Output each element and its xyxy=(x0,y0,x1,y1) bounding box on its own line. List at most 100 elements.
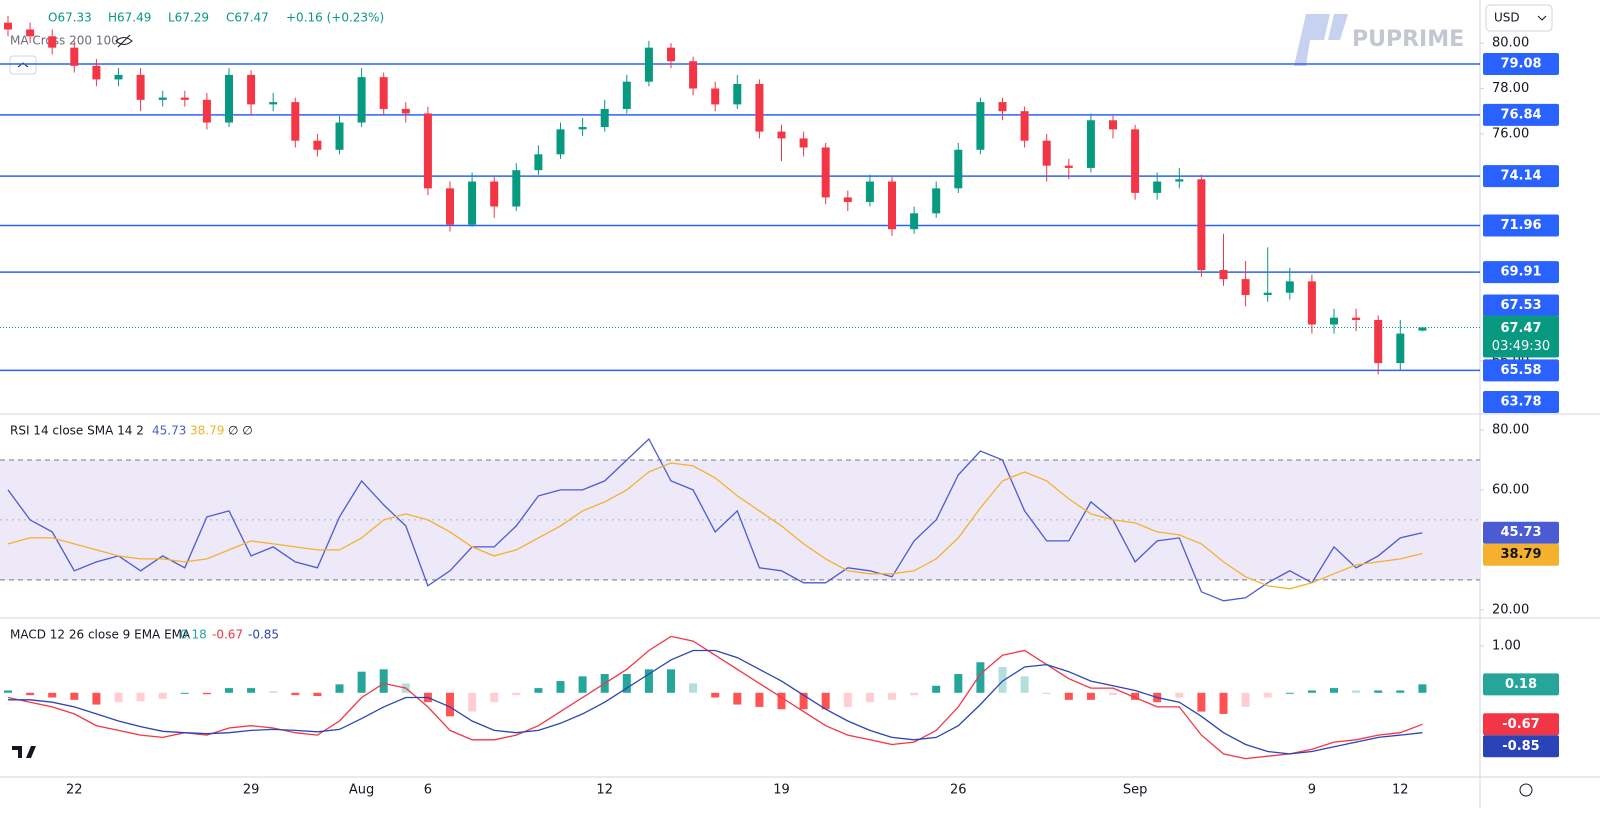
candle-body xyxy=(401,108,410,114)
rsi-line xyxy=(7,437,1423,602)
candle-body xyxy=(1197,179,1206,271)
histogram-bar xyxy=(976,662,985,693)
candle-body xyxy=(976,102,985,150)
candle-body xyxy=(4,22,12,30)
candle-body xyxy=(556,129,565,155)
candle-body xyxy=(1131,129,1140,193)
settings-icon[interactable] xyxy=(1519,783,1533,797)
histogram-bar xyxy=(1064,692,1073,700)
candle-body xyxy=(490,181,499,207)
candle-body xyxy=(114,74,123,80)
histogram-bar xyxy=(1042,692,1051,694)
candle-body xyxy=(998,102,1007,112)
last-price: 67.47 xyxy=(1500,321,1541,336)
histogram-bar xyxy=(1352,690,1361,693)
candle-body xyxy=(1064,165,1073,168)
histogram-bar xyxy=(755,692,764,707)
candle-body xyxy=(313,140,322,150)
histogram-bar xyxy=(865,692,874,703)
histogram-bar xyxy=(1263,692,1272,698)
rsi-legend: RSI 14 close SMA 14 2 45.73 38.79 ∅ ∅ xyxy=(10,424,253,438)
histogram-bar xyxy=(799,692,808,710)
collapse-button[interactable] xyxy=(9,55,37,75)
candle-body xyxy=(1086,120,1095,168)
histogram-bar xyxy=(622,674,631,693)
histogram-bar xyxy=(180,692,189,694)
x-tick-label: 29 xyxy=(243,783,260,798)
x-tick-label: 9 xyxy=(1308,783,1316,798)
candle-body xyxy=(600,108,609,128)
candle-body xyxy=(1219,270,1228,280)
candle-body xyxy=(578,127,587,130)
price-label-box xyxy=(1483,294,1559,317)
macd-hist-value: 0.18 xyxy=(180,628,207,642)
candle-body xyxy=(865,181,874,202)
histogram-bar xyxy=(269,691,278,693)
series-last-label: 45.73 xyxy=(1500,525,1541,540)
histogram-bar xyxy=(1109,692,1117,696)
series-last-label: -0.85 xyxy=(1502,739,1539,754)
brand-logo xyxy=(1294,14,1348,66)
currency-button[interactable] xyxy=(1485,4,1553,32)
y-tick-label: 80.00 xyxy=(1492,422,1529,437)
histogram-bar xyxy=(667,669,675,693)
histogram-bar xyxy=(48,692,57,698)
candle-body xyxy=(379,77,388,109)
eye-icon[interactable] xyxy=(115,34,133,48)
histogram-bar xyxy=(1175,692,1184,698)
candle-body xyxy=(180,97,189,100)
rsi-title: RSI 14 close SMA 14 2 xyxy=(10,424,144,438)
rsi-sma-value: 38.79 xyxy=(190,424,224,438)
candle-body xyxy=(777,131,786,139)
histogram-bar xyxy=(1418,684,1427,693)
level-label-box xyxy=(1483,103,1559,126)
histogram-bar xyxy=(1241,692,1250,707)
rsi-suffix: ∅ ∅ xyxy=(228,424,253,438)
level-label-box xyxy=(1483,261,1559,284)
histogram-bar xyxy=(777,692,786,710)
candle-body xyxy=(1263,292,1272,295)
indicator-name: MA Cross 200 100 xyxy=(10,34,119,48)
candle-body xyxy=(468,181,477,225)
y-tick-label: 76.00 xyxy=(1492,126,1529,141)
candle-body xyxy=(423,113,432,189)
y-tick-label: 20.00 xyxy=(1492,602,1529,617)
candle-body xyxy=(225,74,233,123)
candle-body xyxy=(92,65,101,80)
histogram-bar xyxy=(158,692,167,699)
currency[interactable]: USD xyxy=(1494,11,1520,25)
legend-high: H67.49 xyxy=(108,11,151,25)
x-tick-label: 19 xyxy=(773,783,790,798)
histogram-bar xyxy=(379,669,388,693)
watermark: PUPRIME xyxy=(1294,14,1464,66)
histogram-bar xyxy=(910,692,919,696)
y-tick-label: 80.00 xyxy=(1492,36,1529,51)
candle-body xyxy=(1020,111,1029,141)
tradingview-logo xyxy=(12,746,36,758)
symbol-legend: O67.33 H67.49 L67.29 C67.47 +0.16 (+0.23… xyxy=(10,11,384,48)
x-tick-label: 12 xyxy=(596,783,613,798)
candle-body xyxy=(158,97,167,100)
candle-body xyxy=(733,83,742,105)
candle-body xyxy=(48,36,57,48)
legend-open: O67.33 xyxy=(48,11,92,25)
candle-body xyxy=(843,197,852,202)
candle-body xyxy=(446,188,454,225)
level-label: 71.96 xyxy=(1500,218,1541,233)
price-label: 63.78 xyxy=(1500,395,1541,410)
rsi-line xyxy=(7,462,1423,590)
candle-body xyxy=(689,61,698,89)
level-label-box xyxy=(1483,359,1559,382)
histogram-bar xyxy=(932,685,941,693)
candle-body xyxy=(1109,120,1117,130)
x-tick-label: 6 xyxy=(424,783,432,798)
histogram-bar xyxy=(26,692,35,696)
candle-body xyxy=(711,88,720,105)
hist-last-label-box xyxy=(1483,673,1559,696)
y-tick-label: 78.00 xyxy=(1492,81,1529,96)
histogram-bar xyxy=(512,692,521,696)
candle-body xyxy=(291,102,300,141)
histogram-bar xyxy=(1219,692,1228,714)
candle-body xyxy=(1352,317,1361,320)
